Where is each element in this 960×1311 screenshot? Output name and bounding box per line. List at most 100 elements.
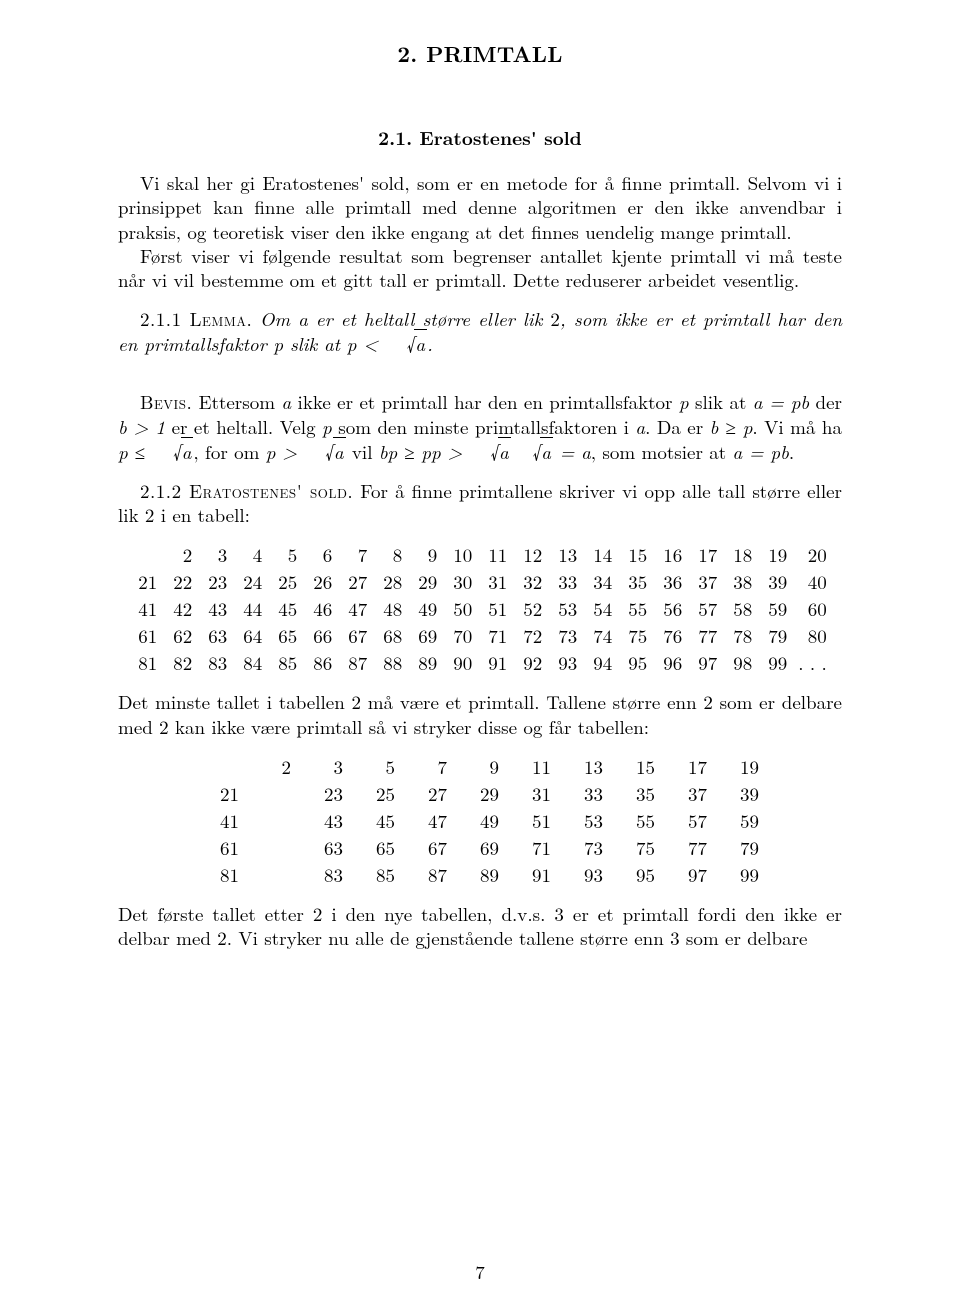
table-cell: 20 <box>793 541 833 568</box>
table-cell: 48 <box>373 595 408 622</box>
proof-rel: p ≤ <box>118 438 145 465</box>
numbers-table-odd: 2357911131517192123252729313335373941434… <box>194 753 766 888</box>
after-table2-paragraph: Det første tallet etter 2 i den nye tabe… <box>118 902 842 951</box>
proof-text: , som motsier at <box>591 438 733 465</box>
proof-var: p <box>679 388 689 415</box>
table-cell: 15 <box>618 541 653 568</box>
table-cell: 3 <box>298 753 350 780</box>
table-cell: 96 <box>653 649 688 676</box>
table-cell: 73 <box>558 834 610 861</box>
table-cell: 47 <box>402 807 454 834</box>
table-cell: 73 <box>548 622 583 649</box>
table-cell: 83 <box>198 649 233 676</box>
table-cell: 84 <box>233 649 268 676</box>
table-cell: 87 <box>338 649 373 676</box>
proof-text: . Vi må ha <box>752 413 842 440</box>
table-cell: 32 <box>513 568 548 595</box>
proof-text: Ettersom <box>192 388 281 415</box>
proof-var: p <box>322 413 332 440</box>
table-cell: 57 <box>662 807 714 834</box>
table-cell: 92 <box>513 649 548 676</box>
table-row: 61636567697173757779 <box>194 834 766 861</box>
lemma-text: Om <box>260 305 298 332</box>
table-cell: 93 <box>548 649 583 676</box>
table-cell: 31 <box>506 780 558 807</box>
sqrt-arg: a <box>414 329 427 357</box>
table-cell: 67 <box>338 622 373 649</box>
table-cell: 63 <box>298 834 350 861</box>
table-cell: 82 <box>163 649 198 676</box>
sqrt-icon: √a <box>511 439 553 465</box>
table-cell: 57 <box>688 595 723 622</box>
table-cell: 68 <box>373 622 408 649</box>
table-cell: 95 <box>618 649 653 676</box>
table-cell: 56 <box>653 595 688 622</box>
table-cell <box>246 861 298 888</box>
table-cell: 69 <box>408 622 443 649</box>
table-cell: 15 <box>610 753 662 780</box>
table-cell: 37 <box>688 568 723 595</box>
chapter-title: 2. PRIMTALL <box>118 38 842 69</box>
table-cell: 35 <box>618 568 653 595</box>
table-cell: 61 <box>194 834 246 861</box>
table-cell: 2 <box>163 541 198 568</box>
table-cell: 45 <box>350 807 402 834</box>
table-cell: 86 <box>303 649 338 676</box>
lemma-two: 2 <box>550 305 560 332</box>
table-cell: 17 <box>688 541 723 568</box>
table-cell: 44 <box>233 595 268 622</box>
table-cell <box>246 807 298 834</box>
table-cell: 45 <box>268 595 303 622</box>
between-tables-paragraph: Det minste tallet i tabellen 2 må være e… <box>118 690 842 739</box>
sqrt-arg: a <box>498 437 511 465</box>
table-cell: 33 <box>548 568 583 595</box>
table-cell <box>128 541 163 568</box>
table-cell: 10 <box>443 541 478 568</box>
table-cell: 36 <box>653 568 688 595</box>
table-cell: 99 <box>714 861 766 888</box>
table-cell: 26 <box>303 568 338 595</box>
table-cell: 41 <box>128 595 163 622</box>
table-cell: 91 <box>506 861 558 888</box>
sqrt-icon: √a <box>151 439 193 465</box>
table-cell: 9 <box>408 541 443 568</box>
sqrt-arg: a <box>181 437 194 465</box>
lemma-period: . <box>427 330 433 357</box>
table-cell: 47 <box>338 595 373 622</box>
table-cell: 63 <box>198 622 233 649</box>
table-cell: 49 <box>454 807 506 834</box>
table-cell: 6 <box>303 541 338 568</box>
table-cell: 34 <box>583 568 618 595</box>
table-cell: 52 <box>513 595 548 622</box>
table-cell: 40 <box>793 568 833 595</box>
table-cell: 29 <box>408 568 443 595</box>
table-cell: 71 <box>478 622 513 649</box>
table-row: 41434547495153555759 <box>194 807 766 834</box>
table-row: 6162636465666768697071727374757677787980 <box>128 622 833 649</box>
table-cell: 89 <box>454 861 506 888</box>
table-cell: 11 <box>478 541 513 568</box>
table-cell: 30 <box>443 568 478 595</box>
sold-paragraph: 2.1.2 Eratostenes' sold. For å finne pri… <box>118 479 842 528</box>
table-cell: . . . <box>793 649 833 676</box>
table-row: 81838587899193959799 <box>194 861 766 888</box>
table-cell: 80 <box>793 622 833 649</box>
table-cell: 53 <box>558 807 610 834</box>
lemma-text: er et heltall større eller lik <box>308 305 551 332</box>
table-row: 234567891011121314151617181920 <box>128 541 833 568</box>
table-cell: 55 <box>610 807 662 834</box>
table-row: 21232527293133353739 <box>194 780 766 807</box>
table-cell: 37 <box>662 780 714 807</box>
table-cell: 17 <box>662 753 714 780</box>
table-cell: 75 <box>610 834 662 861</box>
table-cell: 81 <box>128 649 163 676</box>
table-cell: 7 <box>402 753 454 780</box>
table-cell <box>246 780 298 807</box>
lemma: 2.1.1 Lemma. Om a er et heltall større e… <box>118 307 842 357</box>
sqrt-arg: a <box>333 437 346 465</box>
table-row: 81828384858687888990919293949596979899. … <box>128 649 833 676</box>
lemma-rel: p < <box>347 330 378 357</box>
sqrt-icon: √a <box>303 439 345 465</box>
proof-text: er et heltall. Velg <box>165 413 322 440</box>
intro-paragraph: Vi skal her gi Eratostenes' sold, som er… <box>118 171 842 244</box>
